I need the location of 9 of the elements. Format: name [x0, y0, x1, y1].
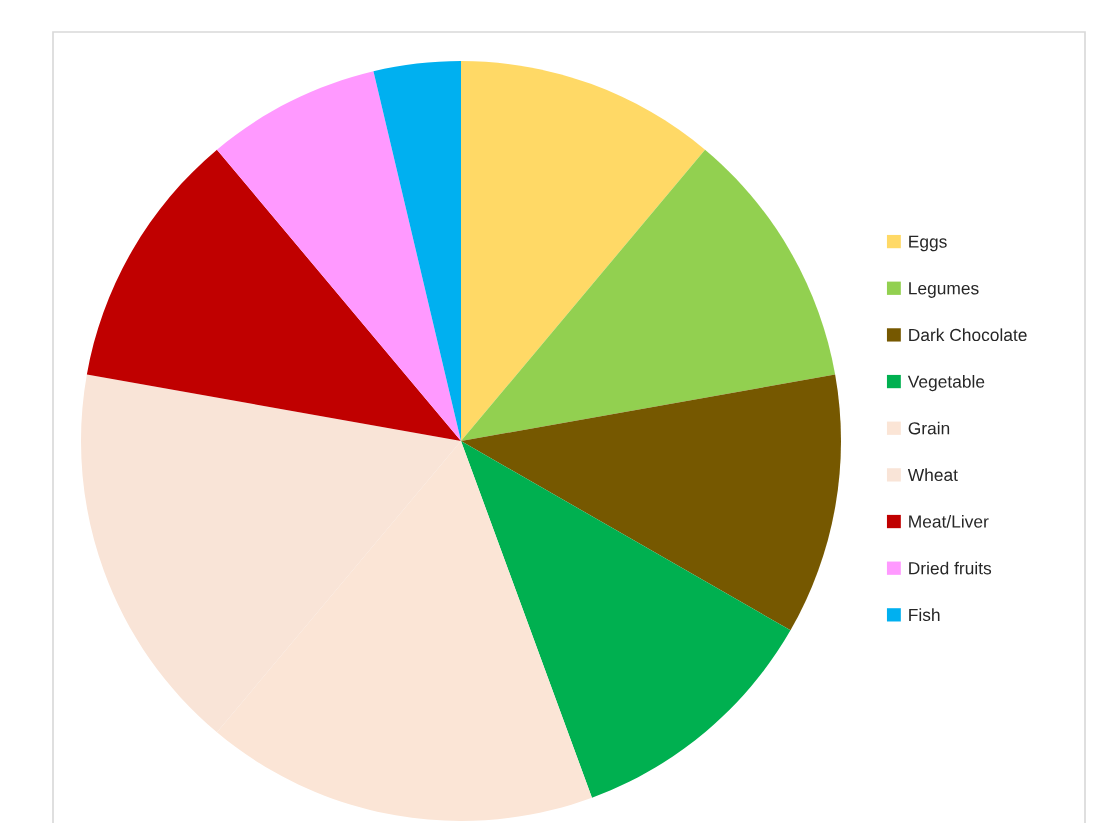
- legend-label: Meat/Liver: [909, 514, 989, 528]
- legend-label: Eggs: [909, 235, 947, 252]
- legend-label: Grain: [908, 421, 950, 435]
- legend-label: Fish: [909, 608, 940, 622]
- legend-label: Legumes: [909, 282, 979, 298]
- legend-label: Vegetable: [907, 375, 985, 392]
- legend-label: Wheat: [907, 468, 958, 482]
- legend-label: Dark Chocolate: [909, 328, 1027, 342]
- legend-label: Dried fruits: [909, 561, 992, 575]
